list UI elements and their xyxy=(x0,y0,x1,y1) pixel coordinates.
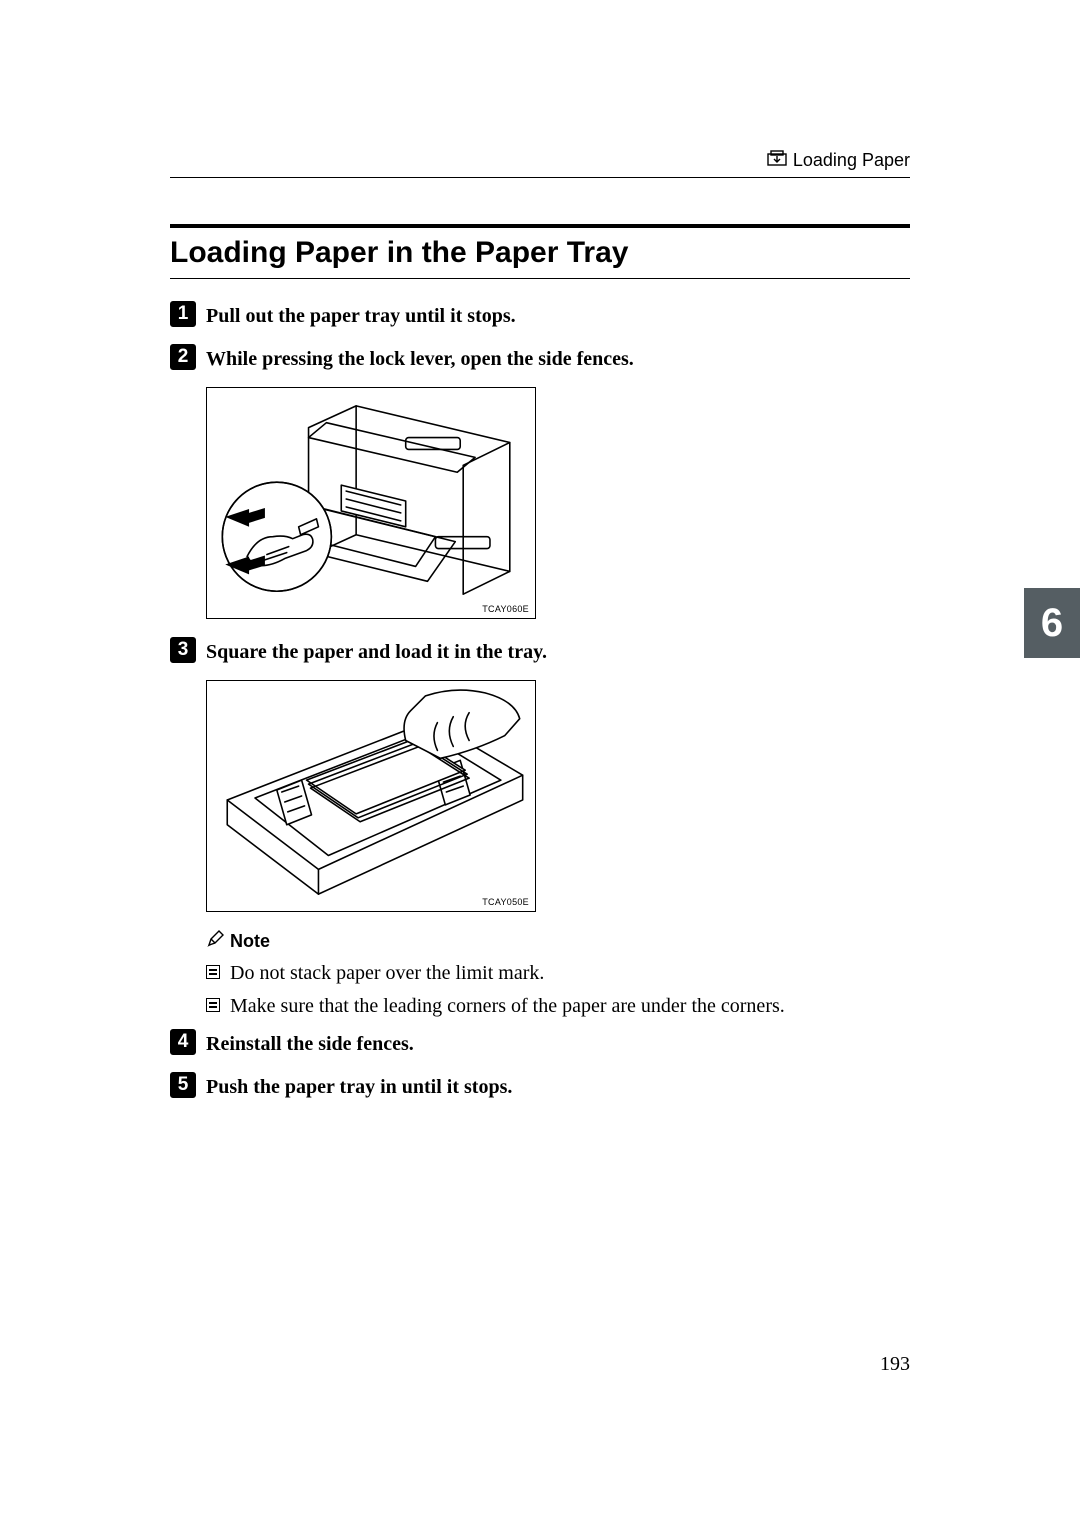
box-bullet-icon xyxy=(206,965,220,979)
note-heading: Note xyxy=(206,930,910,953)
chapter-tab: 6 xyxy=(1024,588,1080,658)
page-content: Loading Paper Loading Paper in the Paper… xyxy=(170,150,910,1115)
step-text: Reinstall the side fences. xyxy=(206,1029,414,1058)
step-4: 4 Reinstall the side fences. xyxy=(170,1029,910,1058)
section-title: Loading Paper in the Paper Tray xyxy=(170,224,910,279)
paper-tray-icon xyxy=(767,150,787,171)
step-number-icon: 2 xyxy=(170,344,196,370)
box-bullet-icon xyxy=(206,998,220,1012)
step-3: 3 Square the paper and load it in the tr… xyxy=(170,637,910,666)
figure-2: TCAY050E xyxy=(206,680,536,912)
step-text: While pressing the lock lever, open the … xyxy=(206,344,634,373)
step-1: 1 Pull out the paper tray until it stops… xyxy=(170,301,910,330)
step-text: Square the paper and load it in the tray… xyxy=(206,637,547,666)
figure-code: TCAY060E xyxy=(482,604,529,614)
figure-illustration xyxy=(207,388,535,618)
pencil-icon xyxy=(206,930,224,953)
step-number-icon: 3 xyxy=(170,637,196,663)
step-2: 2 While pressing the lock lever, open th… xyxy=(170,344,910,373)
step-text: Push the paper tray in until it stops. xyxy=(206,1072,512,1101)
step-number-icon: 5 xyxy=(170,1072,196,1098)
note-list: Do not stack paper over the limit mark. … xyxy=(206,959,910,1021)
steps-list: 1 Pull out the paper tray until it stops… xyxy=(170,301,910,1101)
running-head-text: Loading Paper xyxy=(793,150,910,171)
note-heading-text: Note xyxy=(230,931,270,952)
note-block: Note Do not stack paper over the limit m… xyxy=(206,930,910,1021)
page-number: 193 xyxy=(880,1353,910,1376)
running-head: Loading Paper xyxy=(170,150,910,178)
note-item: Make sure that the leading corners of th… xyxy=(206,992,910,1021)
step-5: 5 Push the paper tray in until it stops. xyxy=(170,1072,910,1101)
step-number-icon: 1 xyxy=(170,301,196,327)
step-number-icon: 4 xyxy=(170,1029,196,1055)
figure-1: TCAY060E xyxy=(206,387,536,619)
figure-illustration xyxy=(207,681,535,911)
figure-code: TCAY050E xyxy=(482,897,529,907)
note-item: Do not stack paper over the limit mark. xyxy=(206,959,910,988)
step-text: Pull out the paper tray until it stops. xyxy=(206,301,516,330)
